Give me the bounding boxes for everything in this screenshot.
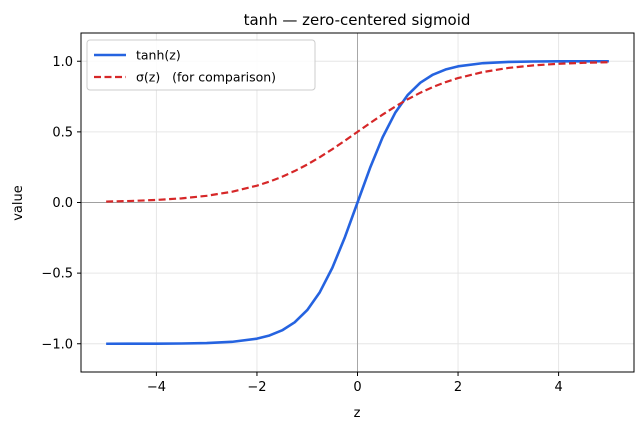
y-tick-label: 0.5 — [52, 125, 73, 140]
chart-title: tanh — zero-centered sigmoid — [244, 11, 471, 29]
legend-label-sigmoid: σ(z) (for comparison) — [136, 70, 276, 85]
x-tick-label: 2 — [454, 380, 462, 395]
legend-label-tanh: tanh(z) — [136, 48, 181, 63]
y-tick-label: −0.5 — [41, 267, 73, 282]
x-axis-label: z — [354, 406, 361, 421]
y-tick-label: −1.0 — [41, 337, 73, 352]
x-tick-label: 4 — [554, 380, 562, 395]
axis-ticks: −4 −2 0 2 4 −1.0 −0.5 0.0 0.5 1.0 — [41, 55, 562, 395]
legend: tanh(z) σ(z) (for comparison) — [86, 39, 316, 91]
x-tick-label: −2 — [247, 380, 266, 395]
y-tick-label: 1.0 — [52, 55, 73, 70]
y-axis-label: value — [11, 185, 26, 221]
x-tick-label: −4 — [147, 380, 166, 395]
y-tick-label: 0.0 — [52, 196, 73, 211]
series-lines — [106, 59, 609, 346]
legend-box — [86, 39, 316, 91]
series-line-sigmoid — [106, 61, 609, 203]
x-tick-label: 0 — [353, 380, 361, 395]
series-line-tanh — [106, 59, 609, 346]
